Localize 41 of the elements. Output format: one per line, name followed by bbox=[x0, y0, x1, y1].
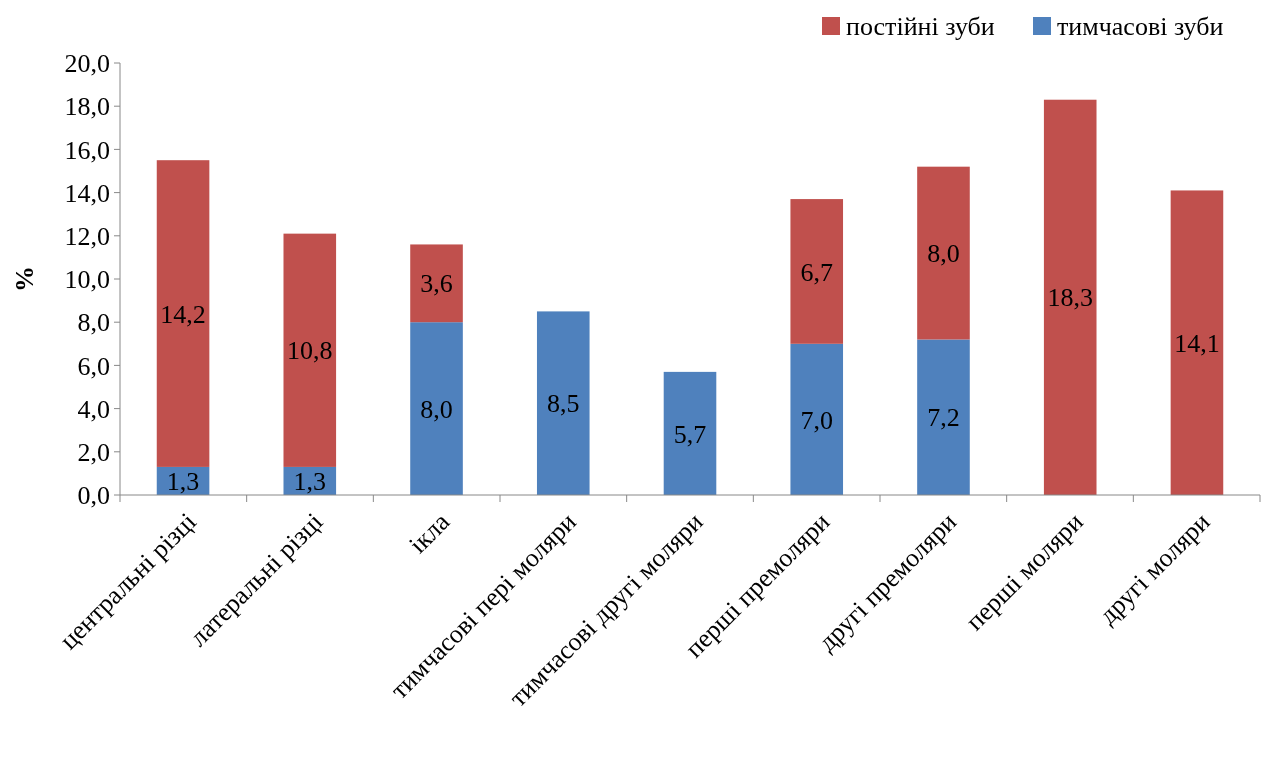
data-label: 8,0 bbox=[420, 394, 453, 424]
y-axis-title: % bbox=[10, 266, 40, 292]
bar bbox=[790, 343, 844, 495]
data-label: 7,0 bbox=[800, 405, 833, 435]
data-label: 5,7 bbox=[673, 419, 707, 449]
bar bbox=[663, 371, 717, 495]
bar bbox=[410, 322, 463, 495]
y-tick-label: 6,0 bbox=[77, 351, 110, 381]
data-label: 8,0 bbox=[927, 239, 960, 269]
y-tick-label: 0,0 bbox=[77, 481, 110, 511]
bar bbox=[410, 244, 463, 323]
data-label: 3,6 bbox=[420, 269, 453, 299]
bar bbox=[917, 339, 970, 495]
bar bbox=[1170, 190, 1224, 495]
bar bbox=[1043, 99, 1097, 495]
y-tick-label: 18,0 bbox=[64, 92, 110, 122]
bar bbox=[156, 160, 210, 467]
y-tick-label: 10,0 bbox=[64, 265, 110, 295]
data-label: 1,3 bbox=[293, 467, 327, 497]
data-label: 14,1 bbox=[1174, 328, 1220, 358]
y-tick-label: 12,0 bbox=[64, 221, 110, 251]
data-label: 10,8 bbox=[287, 336, 333, 366]
bar bbox=[283, 233, 337, 467]
y-tick-label: 14,0 bbox=[64, 178, 110, 208]
bar bbox=[790, 199, 844, 344]
x-tick-label: ікла bbox=[403, 506, 456, 560]
data-label: 8,5 bbox=[547, 389, 580, 419]
data-label: 14,2 bbox=[160, 299, 206, 329]
data-label: 1,3 bbox=[166, 467, 200, 497]
data-label: 18,3 bbox=[1047, 283, 1093, 313]
data-label: 7,2 bbox=[927, 403, 960, 433]
bar bbox=[917, 166, 970, 340]
y-tick-label: 20,0 bbox=[64, 49, 110, 79]
y-tick-label: 16,0 bbox=[64, 135, 110, 165]
data-label: 6,7 bbox=[800, 257, 833, 287]
y-tick-label: 4,0 bbox=[77, 394, 110, 424]
bar bbox=[536, 311, 590, 495]
legend-label: тимчасові зуби bbox=[1057, 12, 1224, 42]
legend-label: постійні зуби bbox=[846, 12, 995, 42]
y-tick-label: 2,0 bbox=[77, 437, 110, 467]
y-tick-label: 8,0 bbox=[77, 308, 110, 338]
